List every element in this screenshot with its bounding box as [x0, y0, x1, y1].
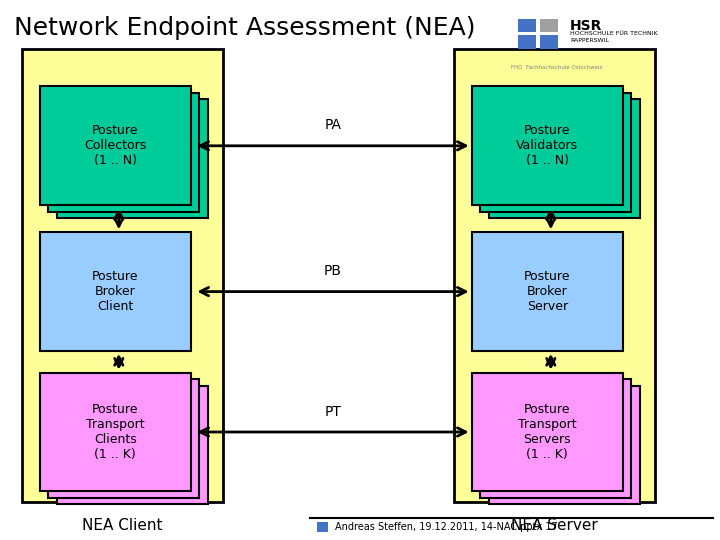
Text: RAPPERSWIL: RAPPERSWIL [570, 38, 609, 43]
Text: Posture
Transport
Servers
(1 .. K): Posture Transport Servers (1 .. K) [518, 403, 577, 461]
Text: Posture
Collectors
(1 .. N): Posture Collectors (1 .. N) [84, 124, 146, 167]
Text: PT: PT [325, 404, 341, 418]
Bar [518, 35, 536, 49]
FancyBboxPatch shape [57, 99, 208, 218]
FancyBboxPatch shape [48, 379, 199, 498]
Text: Posture
Validators
(1 .. N): Posture Validators (1 .. N) [516, 124, 578, 167]
Text: PB: PB [324, 264, 342, 278]
Text: Posture
Broker
Server: Posture Broker Server [524, 270, 570, 313]
FancyBboxPatch shape [480, 379, 631, 498]
Text: Andreas Steffen, 19.12.2011, 14-NAC.pptx 17: Andreas Steffen, 19.12.2011, 14-NAC.pptx… [335, 522, 557, 532]
FancyBboxPatch shape [472, 86, 623, 205]
Text: Posture
Broker
Client: Posture Broker Client [92, 270, 138, 313]
FancyBboxPatch shape [22, 49, 223, 502]
FancyBboxPatch shape [40, 232, 191, 351]
FancyBboxPatch shape [472, 232, 623, 351]
FancyBboxPatch shape [454, 49, 655, 502]
FancyBboxPatch shape [40, 373, 191, 491]
Bar [540, 19, 558, 32]
Bar [518, 19, 536, 32]
Text: NEA Server: NEA Server [511, 518, 598, 534]
Text: HOCHSCHULE FÜR TECHNIK: HOCHSCHULE FÜR TECHNIK [570, 31, 658, 36]
Text: PA: PA [325, 118, 341, 132]
Text: Posture
Transport
Clients
(1 .. K): Posture Transport Clients (1 .. K) [86, 403, 145, 461]
FancyBboxPatch shape [489, 386, 640, 504]
Text: HSR: HSR [570, 19, 603, 33]
Bar [317, 522, 328, 532]
FancyBboxPatch shape [472, 373, 623, 491]
FancyBboxPatch shape [40, 86, 191, 205]
FancyBboxPatch shape [57, 386, 208, 504]
FancyBboxPatch shape [480, 93, 631, 212]
Bar [540, 35, 558, 49]
Text: FHO  Fachhochschule Ostschweiz: FHO Fachhochschule Ostschweiz [511, 65, 603, 70]
FancyBboxPatch shape [48, 93, 199, 212]
FancyBboxPatch shape [489, 99, 640, 218]
Text: NEA Client: NEA Client [82, 518, 163, 534]
Text: Network Endpoint Assessment (NEA): Network Endpoint Assessment (NEA) [14, 16, 476, 40]
